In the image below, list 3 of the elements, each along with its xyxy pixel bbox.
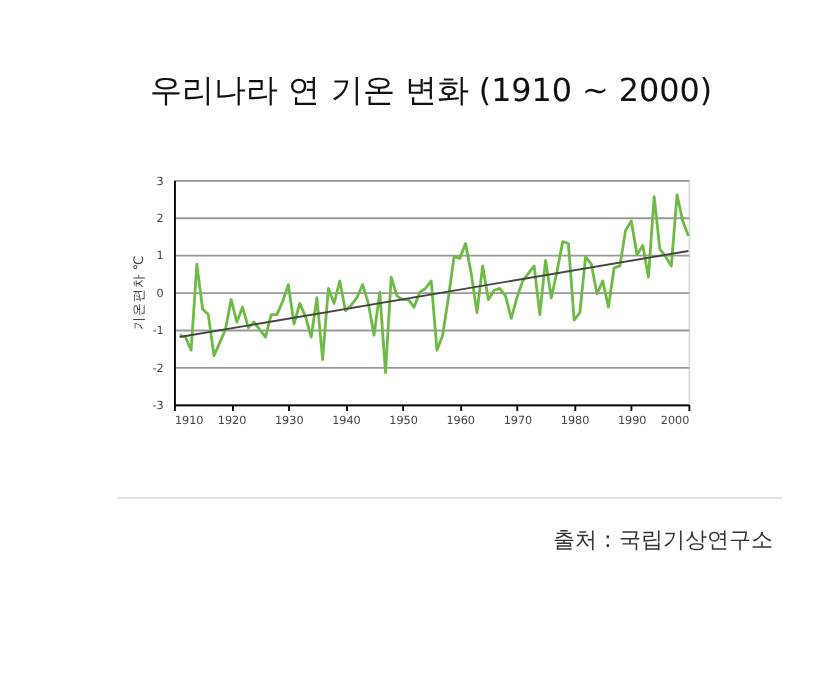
chart-title: 우리나라 연 기온 변화 (1910 ~ 2000) <box>150 71 713 110</box>
line-series <box>178 193 690 374</box>
source-note: 출처 : 국립기상연구소 <box>552 526 773 553</box>
